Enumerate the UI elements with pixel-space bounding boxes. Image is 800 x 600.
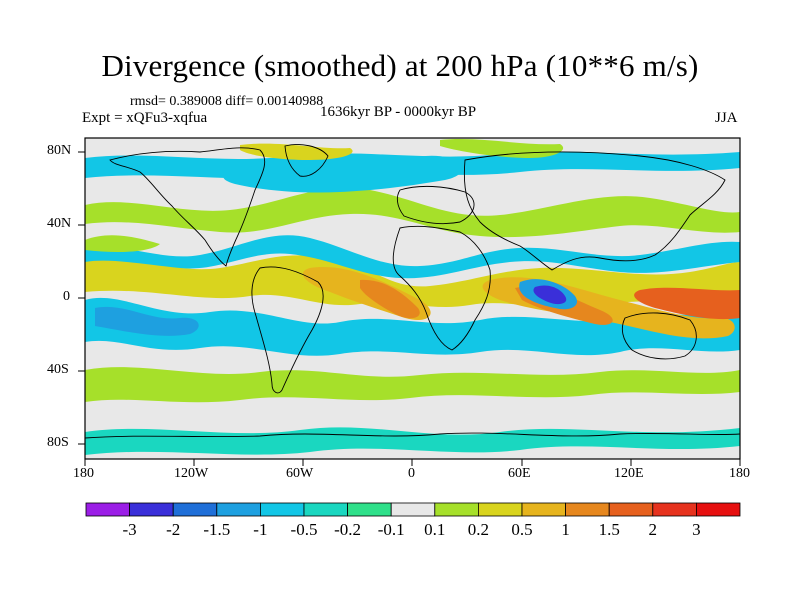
- lat-label-80s: 80S: [47, 435, 69, 450]
- coastline-north-america: [109, 147, 266, 267]
- coastline-africa: [392, 225, 491, 351]
- colorbar-swatch: [652, 502, 697, 517]
- coastline-europe: [396, 185, 475, 225]
- coastline-south-america: [251, 266, 324, 394]
- contour-negative-north-tropics: [85, 235, 740, 279]
- colorbar-swatch: [390, 502, 436, 517]
- colorbar-swatch: [347, 502, 392, 517]
- contour-positive-siberia: [440, 139, 564, 158]
- colorbar-swatch: [216, 502, 261, 517]
- axis-ticks: [78, 151, 741, 466]
- colorbar-swatch: [565, 502, 610, 517]
- colorbar-swatch: [172, 502, 218, 517]
- colorbar-label: 3: [692, 520, 701, 539]
- colorbar-swatch: [129, 502, 174, 517]
- colorbar-label: 1.5: [598, 520, 620, 539]
- contour-positive-africa: [360, 279, 420, 319]
- colorbar-label: -0.5: [290, 520, 318, 539]
- colorbar-swatch: [303, 502, 348, 517]
- contour-negative-south-midlat: [85, 297, 740, 356]
- colorbar-swatch: [696, 502, 741, 517]
- coastline-greenland: [284, 144, 329, 177]
- colorbar-swatch: [259, 502, 305, 517]
- colorbar-label: 1: [561, 520, 570, 539]
- contour-negative-indian-ocean-core: [533, 285, 567, 305]
- contour-positive-antarctic-band: [85, 427, 740, 455]
- period-label: 1636kyr BP - 0000kyr BP: [320, 104, 477, 120]
- contour-negative-south-midlat-core: [95, 306, 199, 336]
- colorbar-label: 2: [648, 520, 658, 539]
- coastline-australia: [621, 312, 697, 360]
- colorbar-label: -1.5: [203, 520, 231, 539]
- season-label: JJA: [715, 110, 738, 126]
- contour-positive-arctic: [240, 143, 353, 160]
- lon-label-60w: 60W: [286, 466, 314, 481]
- lon-label-120e: 120E: [614, 466, 644, 481]
- colorbar-swatch: [608, 502, 654, 517]
- colorbar-label: -3: [122, 520, 137, 539]
- contour-positive-north-midlat: [85, 187, 740, 238]
- colorbar-label: 0.1: [424, 520, 446, 539]
- contour-negative-arctic: [85, 151, 740, 179]
- lon-label-0: 0: [408, 466, 415, 481]
- coastline-antarctica: [85, 432, 740, 439]
- colorbar-swatch: [521, 502, 566, 517]
- colorbar-swatch: [477, 502, 523, 517]
- contour-positive-south-band: [85, 367, 740, 403]
- colorbar-swatch: [434, 502, 479, 517]
- coastline-asia: [463, 151, 726, 271]
- lon-label-180w: 180: [73, 466, 94, 481]
- colorbar-label: 0.2: [467, 520, 490, 539]
- coastlines: [85, 144, 740, 439]
- colorbar-label: -2: [166, 520, 181, 539]
- lon-label-60e: 60E: [508, 466, 531, 481]
- contour-positive-north-pacific: [85, 235, 160, 252]
- lon-label-180e: 180: [729, 466, 750, 481]
- lat-label-80n: 80N: [47, 143, 72, 158]
- lon-label-120w: 120W: [174, 466, 209, 481]
- stats-label: rmsd= 0.389008 diff= 0.00140988: [130, 94, 324, 109]
- lat-label-40s: 40S: [47, 362, 69, 377]
- colorbar-label: -0.1: [377, 520, 405, 539]
- contour-positive-maritime: [634, 287, 740, 320]
- colorbar-swatch: [85, 502, 130, 517]
- lat-label-0: 0: [63, 289, 70, 304]
- lat-label-40n: 40N: [47, 216, 72, 231]
- plot-title: Divergence (smoothed) at 200 hPa (10**6 …: [101, 48, 699, 83]
- experiment-label: Expt = xQFu3-xqfua: [82, 110, 208, 126]
- colorbar-label: -0.2: [334, 520, 362, 539]
- colorbar-label: 0.5: [511, 520, 533, 539]
- colorbar-label: -1: [253, 520, 268, 539]
